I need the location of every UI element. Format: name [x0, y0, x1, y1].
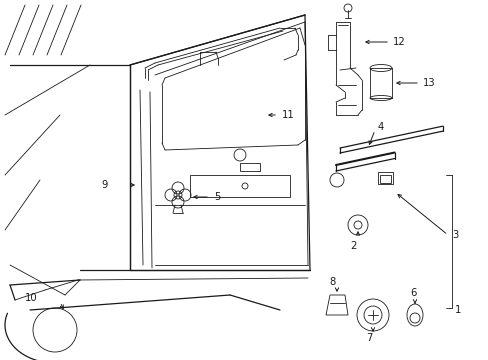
Text: 11: 11	[282, 110, 294, 120]
Text: 8: 8	[328, 277, 335, 287]
Text: 10: 10	[25, 293, 38, 303]
Text: 13: 13	[422, 78, 435, 88]
Bar	[379, 175, 390, 183]
Text: 7: 7	[365, 333, 372, 343]
Text: 6: 6	[409, 288, 415, 298]
Text: 2: 2	[349, 241, 356, 251]
Text: 5: 5	[214, 192, 220, 202]
Bar	[240, 163, 260, 171]
Text: 12: 12	[392, 37, 405, 47]
Text: 1: 1	[454, 305, 461, 315]
Bar	[377, 172, 392, 184]
Bar	[190, 175, 289, 197]
Text: 4: 4	[377, 122, 384, 132]
Text: 3: 3	[451, 230, 457, 240]
Text: 9: 9	[102, 180, 108, 190]
